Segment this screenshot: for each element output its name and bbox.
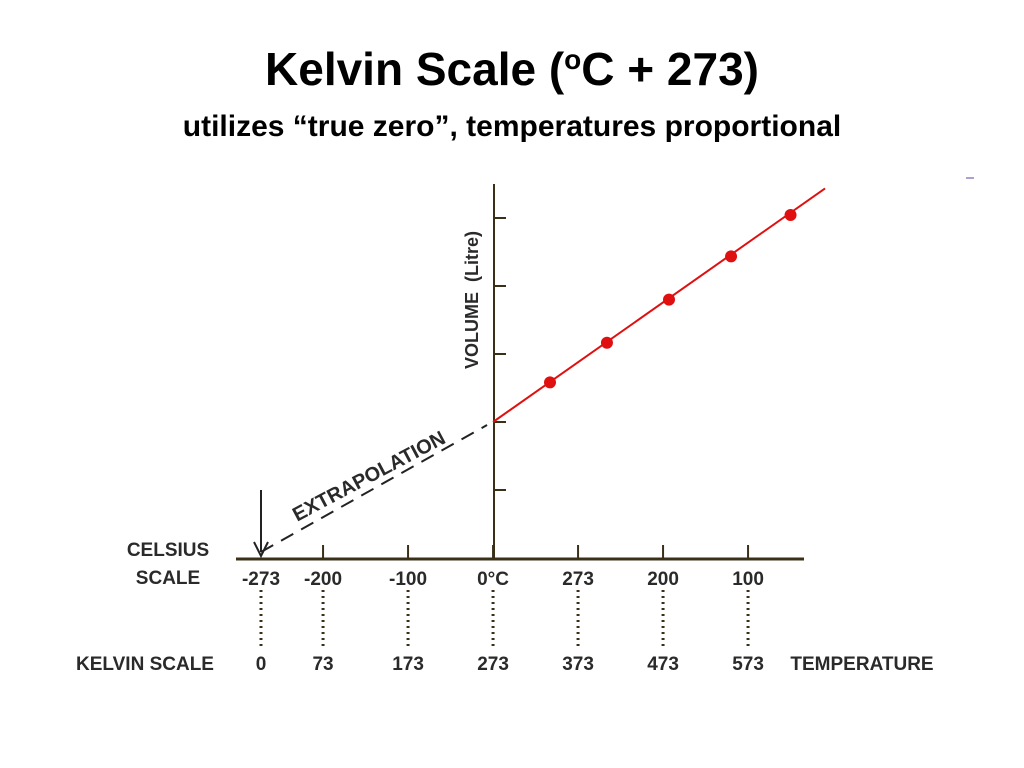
kelvin-dotted-guides	[259, 590, 750, 648]
celsius-tick-label-4: 273	[562, 569, 594, 590]
volume-line	[492, 187, 826, 423]
celsius-tick-label-0: -273	[242, 569, 280, 590]
celsius-scale-label-line1: CELSIUS	[127, 540, 209, 561]
celsius-tick-label-3: 0°C	[477, 569, 509, 590]
kelvin-tick-label-5: 473	[647, 654, 679, 675]
data-point-2	[663, 293, 675, 306]
data-point-1	[600, 336, 613, 349]
celsius-tick-label-1: -200	[304, 569, 342, 590]
celsius-tick-label-5: 200	[647, 569, 679, 590]
slide-subtitle: utilizes “true zero”, temperatures propo…	[182, 110, 842, 143]
kelvin-tick-label-0: 0	[256, 654, 267, 675]
celsius-scale-label-line2: SCALE	[136, 568, 200, 589]
celsius-tick-label-6: 100	[732, 569, 764, 590]
kelvin-tick-label-4: 373	[562, 654, 594, 675]
y-axis-label: VOLUME (Litre)	[462, 231, 482, 369]
kelvin-tick-label-2: 173	[392, 654, 424, 675]
data-point-3	[725, 250, 738, 263]
data-point-0	[544, 376, 556, 389]
kelvin-tick-label-3: 273	[477, 654, 509, 675]
kelvin-scale-label: KELVIN SCALE	[76, 654, 214, 675]
x-axis-ticks: -273 0 -200 73 -100 173 0°C 273 273 373 200 473 100 5…	[242, 545, 764, 675]
data-points	[544, 209, 797, 389]
zero-arrow-head	[253, 541, 269, 559]
slide-title: Kelvin Scale (oC + 273)	[265, 43, 759, 95]
kelvin-tick-label-1: 73	[312, 654, 333, 675]
data-point-4	[784, 209, 797, 221]
celsius-tick-label-2: -100	[389, 569, 427, 590]
extrapolation-label: EXTRAPOLATION	[289, 427, 449, 526]
kelvin-tick-label-6: 573	[732, 654, 764, 675]
extrapolation-line	[260, 424, 488, 553]
y-axis-ticks	[494, 217, 506, 491]
temperature-label: TEMPERATURE	[790, 654, 933, 675]
